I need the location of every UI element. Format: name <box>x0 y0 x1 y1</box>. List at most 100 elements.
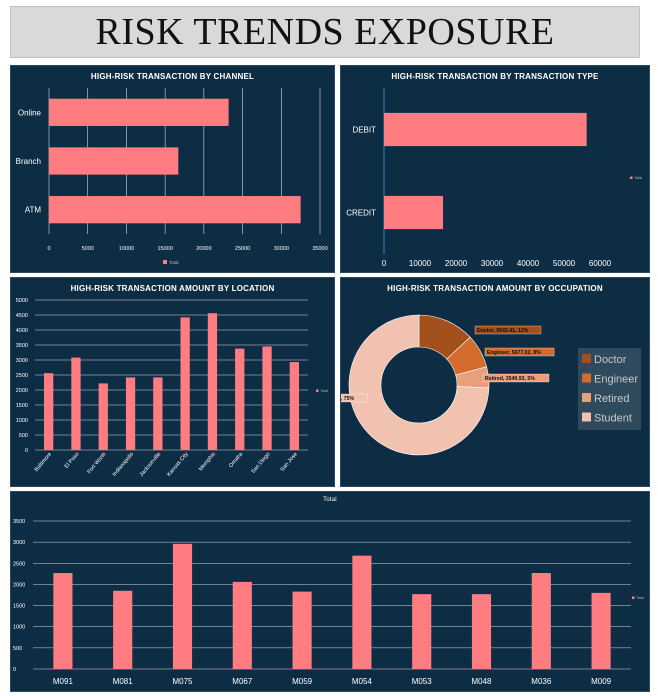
category-label: San Diego <box>250 451 271 475</box>
y-tick-label: 2000 <box>16 388 28 394</box>
y-tick-label: 0 <box>13 667 16 673</box>
legend-swatch <box>163 260 167 264</box>
category-label: M091 <box>53 677 74 686</box>
legend-swatch <box>582 354 591 363</box>
x-tick-label: 20000 <box>196 246 211 252</box>
category-label: M036 <box>531 677 552 686</box>
category-label: San Jose <box>280 451 299 472</box>
legend-label: Total <box>169 260 179 265</box>
x-tick-label: 60000 <box>589 259 612 268</box>
y-tick-label: 2500 <box>16 373 28 379</box>
x-tick-label: 25000 <box>235 246 250 252</box>
y-tick-label: 3500 <box>13 519 25 525</box>
y-tick-label: 500 <box>19 433 28 439</box>
bar <box>180 317 190 450</box>
x-tick-label: 30000 <box>481 259 504 268</box>
bar <box>289 362 299 450</box>
category-label: CREDIT <box>346 209 376 218</box>
y-tick-label: 1500 <box>16 403 28 409</box>
bar <box>53 573 73 669</box>
bar <box>125 377 136 450</box>
bar <box>172 543 193 669</box>
y-tick-label: 500 <box>13 646 22 652</box>
type-chart-panel: HIGH-RISK TRANSACTION BY TRANSACTION TYP… <box>340 65 650 273</box>
category-label: Online <box>18 108 42 117</box>
category-label: Memphis <box>198 451 217 472</box>
x-tick-label: 20000 <box>445 259 468 268</box>
occupation-chart-title: HIGH-RISK TRANSACTION AMOUNT BY OCCUPATI… <box>387 284 603 293</box>
bar <box>71 357 81 450</box>
type-chart-title: HIGH-RISK TRANSACTION BY TRANSACTION TYP… <box>391 72 599 81</box>
data-label-box <box>484 347 555 357</box>
bar <box>153 377 163 450</box>
channel-chart-svg: 0 5000 10000 15000 20000 25000 30000 35000 Onlin… <box>16 88 328 265</box>
legend-label: Total <box>321 389 329 393</box>
merchant-chart-title: Total <box>323 497 337 503</box>
merchant-chart-panel: Total 0 500 1000 1500 2000 2500 3000 3500 M091 M0… <box>10 491 650 692</box>
channel-chart-panel: HIGH-RISK TRANSACTION BY CHANNEL 0 5000 10… <box>10 65 335 273</box>
legend-label: Doctor <box>594 354 627 366</box>
x-tick-label: 10000 <box>409 259 432 268</box>
pie-slice <box>348 314 490 456</box>
y-tick-label: 3000 <box>16 358 28 364</box>
merchant-chart-svg: 0 500 1000 1500 2000 2500 3000 3500 M091 M081 M075… <box>13 519 644 686</box>
data-label: Engineer, 5677.02, 8% <box>487 350 541 356</box>
legend-label: Engineer <box>594 374 638 386</box>
bar <box>235 348 245 450</box>
category-label: Omaha <box>228 451 245 469</box>
data-label: Doctor, 9543.41, 12% <box>477 328 529 334</box>
legend-swatch <box>316 389 319 392</box>
bar <box>49 98 229 126</box>
category-label: M081 <box>113 677 134 686</box>
x-tick-label: 0 <box>382 259 387 268</box>
y-tick-label: 3500 <box>16 343 28 349</box>
bar <box>292 591 312 669</box>
bar <box>207 313 218 450</box>
category-label: DEBIT <box>352 126 376 135</box>
x-tick-label: 10000 <box>119 246 134 252</box>
bar <box>591 592 611 669</box>
bar <box>531 573 551 669</box>
x-tick-label: 35000 <box>312 246 327 252</box>
data-label: Retired, 3549.93, 5% <box>485 376 535 382</box>
legend-swatch <box>582 393 591 402</box>
x-tick-label: 15000 <box>157 246 172 252</box>
y-tick-label: 5000 <box>16 298 28 304</box>
category-label: Branch <box>16 157 41 166</box>
bar <box>49 196 301 224</box>
y-tick-label: 2500 <box>13 561 25 567</box>
data-label-box <box>482 373 550 383</box>
category-label: Kansas City <box>166 451 190 478</box>
location-chart-panel: HIGH-RISK TRANSACTION AMOUNT BY LOCATION… <box>10 277 335 487</box>
data-label: Student, 54393.36, 75% <box>341 396 354 402</box>
y-tick-label: 1000 <box>16 418 28 424</box>
x-tick-label: 50000 <box>553 259 576 268</box>
category-label: M059 <box>292 677 313 686</box>
page-title: RISK TRENDS EXPOSURE <box>95 11 555 53</box>
data-label-box <box>341 393 368 403</box>
y-tick-label: 1000 <box>13 625 25 631</box>
category-label: M009 <box>591 677 612 686</box>
x-tick-label: 40000 <box>517 259 540 268</box>
legend-label: Student <box>594 413 632 425</box>
bar <box>98 383 108 450</box>
y-tick-label: 3000 <box>13 540 25 546</box>
x-tick-label: 30000 <box>274 246 289 252</box>
dashboard-title-box: RISK TRENDS EXPOSURE <box>10 6 640 58</box>
x-tick-label: 0 <box>47 246 50 252</box>
legend-label: Total <box>635 176 643 180</box>
y-tick-label: 1500 <box>13 604 25 610</box>
bar <box>384 112 587 147</box>
occupation-chart-panel: HIGH-RISK TRANSACTION AMOUNT BY OCCUPATI… <box>340 277 650 487</box>
bar <box>352 555 372 669</box>
category-label: Indianapolis <box>112 451 136 478</box>
y-tick-label: 2000 <box>13 582 25 588</box>
category-label: M053 <box>412 677 433 686</box>
channel-chart-title: HIGH-RISK TRANSACTION BY CHANNEL <box>90 72 255 81</box>
legend-label: Retired <box>594 393 629 405</box>
bar <box>384 195 444 230</box>
y-tick-label: 0 <box>25 448 28 454</box>
bar <box>113 590 133 669</box>
y-tick-label: 4000 <box>16 328 28 334</box>
data-label-box <box>474 325 542 335</box>
